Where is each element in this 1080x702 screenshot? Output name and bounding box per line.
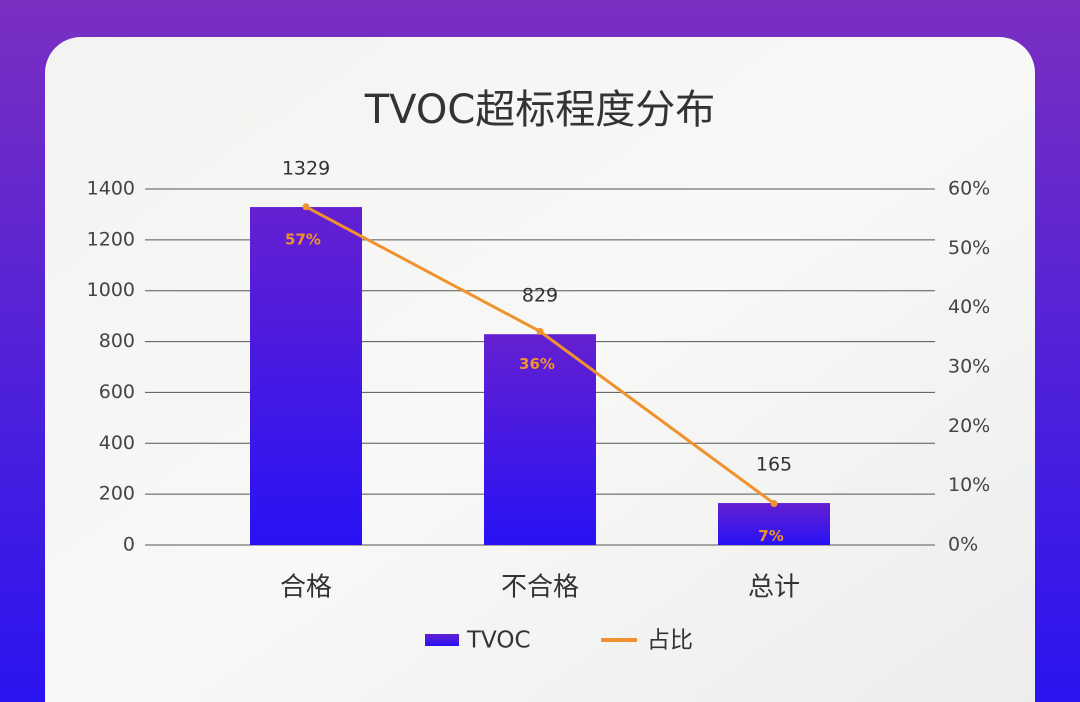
y2-tick-label: 20% (948, 415, 990, 437)
x-tick-label: 合格 (280, 573, 332, 603)
y-tick-label: 200 (99, 483, 135, 505)
line-value-label: 36% (519, 355, 555, 373)
chart-title: TVOC超标程度分布 (364, 87, 716, 133)
legend-label: 占比 (647, 628, 693, 654)
bar (718, 503, 830, 545)
x-tick-label: 不合格 (501, 573, 579, 603)
y-tick-label: 600 (99, 381, 135, 403)
line-point (302, 203, 310, 211)
legend-swatch (425, 634, 459, 646)
bar (250, 207, 362, 545)
bar-value-label: 165 (756, 454, 792, 476)
y2-tick-label: 10% (948, 474, 990, 496)
line-point (536, 327, 544, 335)
y-tick-label: 400 (99, 432, 135, 454)
legend-label: TVOC (466, 628, 531, 654)
y2-tick-label: 30% (948, 356, 990, 378)
y2-tick-label: 40% (948, 296, 990, 318)
y2-tick-label: 50% (948, 237, 990, 259)
y-tick-label: 800 (99, 330, 135, 352)
bar-value-label: 829 (522, 285, 558, 307)
x-tick-label: 总计 (748, 573, 800, 603)
y2-tick-label: 60% (948, 178, 990, 200)
bar (484, 334, 596, 545)
line-point (770, 499, 778, 507)
y-tick-label: 0 (123, 534, 135, 556)
y-tick-label: 1400 (87, 178, 135, 200)
bar-value-label: 1329 (282, 158, 330, 180)
y-tick-label: 1000 (87, 279, 135, 301)
line-value-label: 57% (285, 230, 321, 248)
line-value-label: 7% (758, 527, 783, 545)
y-tick-label: 1200 (87, 228, 135, 250)
y2-tick-label: 0% (948, 534, 978, 556)
